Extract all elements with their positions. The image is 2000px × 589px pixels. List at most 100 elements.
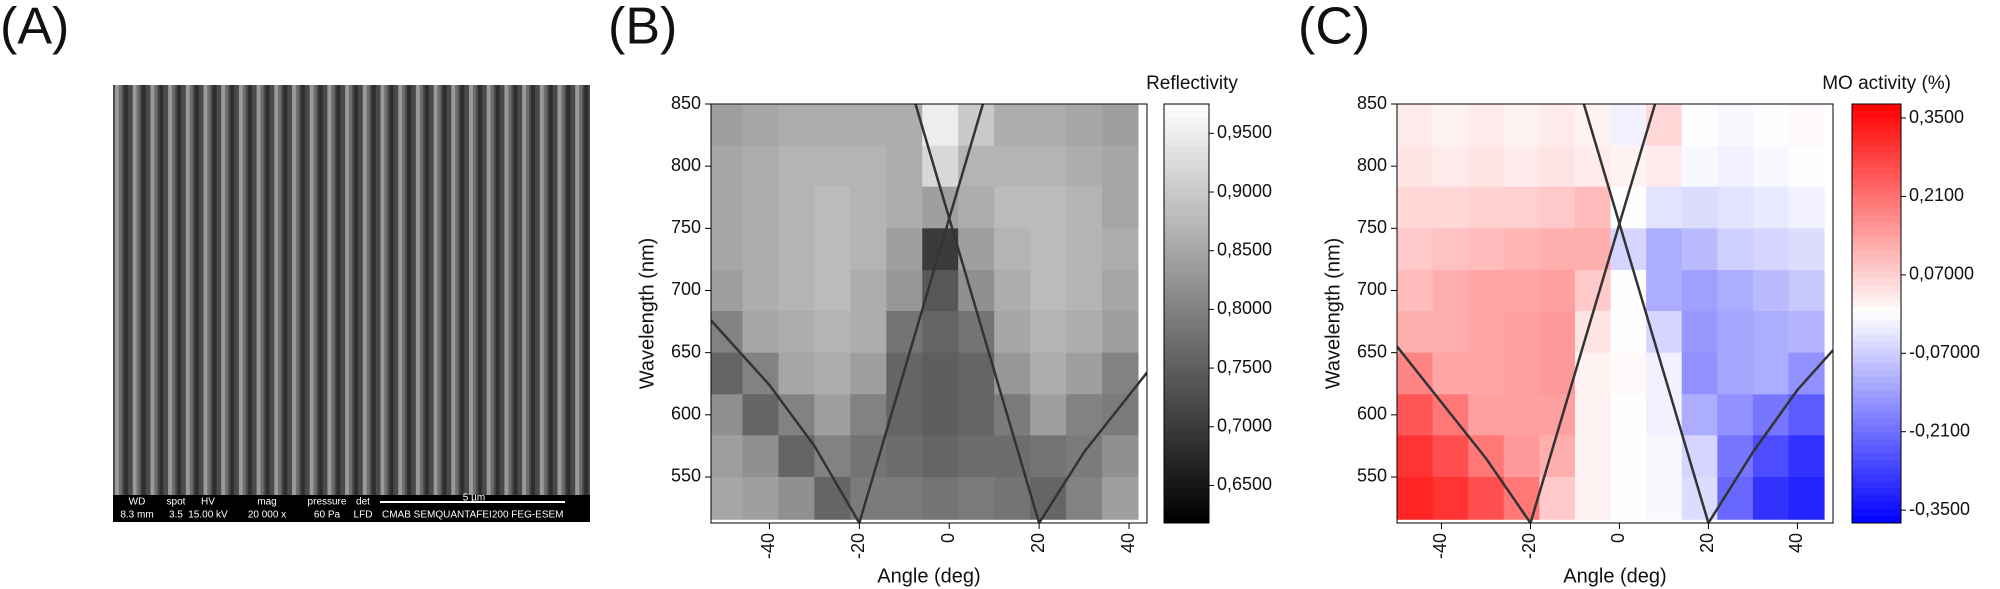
heatmap-cell (1468, 186, 1505, 229)
heatmap-cell (1717, 269, 1754, 312)
heatmap-cell (1066, 476, 1103, 520)
heatmap-cell (1788, 145, 1825, 188)
colorbar-segment (1164, 516, 1209, 524)
colorbar-segment (1164, 194, 1209, 203)
colorbar-segment (1164, 110, 1209, 119)
colorbar-segment (1164, 467, 1209, 475)
heatmap-cell (1681, 269, 1718, 312)
colorbar-tick-label: -0,2100 (1909, 420, 1970, 440)
heatmap-cell (1030, 352, 1067, 395)
heatmap-cell (1574, 435, 1612, 478)
heatmap-cell (1468, 228, 1505, 271)
heatmap-cell (1397, 352, 1434, 395)
colorbar-segment (1852, 369, 1901, 377)
dispersion-curve (1529, 104, 1657, 523)
colorbar-segment (1852, 488, 1901, 496)
y-tick-label: 800 (671, 155, 701, 175)
heatmap-cell (814, 145, 851, 188)
colorbar-segment (1852, 320, 1901, 328)
heatmap-cell (1066, 145, 1103, 188)
y-tick-label: 650 (671, 341, 701, 361)
colorbar-segment (1164, 474, 1209, 482)
heatmap-cell (814, 394, 851, 436)
heatmap-cell (886, 228, 923, 271)
heatmap-cell (1030, 104, 1067, 147)
colorbar-segment (1852, 250, 1901, 259)
colorbar-tick-label: -0,3500 (1909, 499, 1970, 519)
colorbar-segment (1852, 390, 1901, 398)
heatmap-cell (1397, 104, 1434, 147)
colorbar-segment (1164, 334, 1209, 342)
colorbar-title: Reflectivity (1146, 73, 1238, 94)
colorbar-segment (1164, 159, 1209, 168)
heatmap-cell (1397, 269, 1434, 312)
dispersion-curve (1038, 371, 1147, 523)
colorbar-segment (1164, 131, 1209, 140)
heatmap-cell (742, 311, 779, 354)
heatmap-cell (1066, 311, 1103, 354)
colorbar-segment (1164, 173, 1209, 182)
x-tick-label: 40 (1786, 533, 1806, 553)
colorbar-segment (1164, 222, 1209, 231)
colorbar-segment (1164, 446, 1209, 454)
heatmap-cell (1610, 394, 1647, 436)
heatmap-cell (850, 476, 887, 520)
heatmap-cell (922, 352, 959, 395)
dispersion-curve (858, 104, 985, 523)
x-tick-label: -40 (1430, 533, 1450, 559)
colorbar-segment (1164, 292, 1209, 301)
heatmap-cell (1610, 435, 1647, 478)
heatmap-cell (1102, 394, 1139, 436)
heatmap-cell (1646, 476, 1683, 520)
colorbar-segment (1852, 131, 1901, 140)
heatmap-cell (1717, 186, 1754, 229)
x-tick-label: 0 (1608, 533, 1628, 543)
colorbar-tick-label: 0,3500 (1909, 107, 1964, 127)
colorbar-segment (1164, 355, 1209, 363)
heatmap-cell (886, 311, 923, 354)
heatmap-cell (1102, 311, 1139, 354)
heatmap-cell (1717, 311, 1754, 354)
y-tick-label: 700 (671, 279, 701, 299)
heatmap-cell (1610, 269, 1647, 312)
heatmap-cell (958, 311, 995, 354)
colorbar-segment (1852, 110, 1901, 119)
heatmap-cell (1503, 104, 1540, 147)
heatmap-cell (922, 311, 959, 354)
heatmap-cell (958, 435, 995, 478)
heatmap-cell (814, 269, 851, 312)
heatmap-cell (814, 311, 851, 354)
heatmap-cell (1574, 394, 1612, 436)
colorbar-segment (1164, 285, 1209, 294)
heatmap-cell (1432, 476, 1469, 520)
colorbar-segment (1852, 215, 1901, 224)
heatmap-cell (1539, 186, 1576, 229)
x-tick-label: -20 (1519, 533, 1539, 559)
colorbar-segment (1852, 159, 1901, 168)
heatmap-cell (850, 311, 887, 354)
heatmap-cell (1788, 228, 1825, 271)
heatmap-cell (850, 352, 887, 395)
x-tick-label: 40 (1118, 533, 1138, 553)
colorbar-segment (1164, 369, 1209, 377)
colorbar-segment (1852, 173, 1901, 182)
heatmap-cell (1681, 435, 1718, 478)
colorbar-segment (1164, 397, 1209, 405)
colorbar-segment (1164, 264, 1209, 273)
colorbar-segment (1164, 152, 1209, 161)
heatmap-cell (994, 186, 1031, 229)
colorbar-tick-label: 0,8000 (1217, 298, 1272, 318)
heatmap-cell (1397, 394, 1434, 436)
colorbar-segment (1852, 362, 1901, 370)
dispersion-curve (1707, 349, 1833, 523)
colorbar-segment (1852, 334, 1901, 342)
heatmap-cell (778, 394, 815, 436)
heatmap-cell (1432, 435, 1469, 478)
heatmap-cell (1574, 104, 1612, 147)
heatmap-cell (1503, 228, 1540, 271)
heatmap-cell (742, 104, 779, 147)
heatmap-cell (1102, 476, 1139, 520)
colorbar-segment (1852, 271, 1901, 280)
plot-frame (1396, 103, 1834, 524)
dispersion-curve (1582, 104, 1710, 523)
